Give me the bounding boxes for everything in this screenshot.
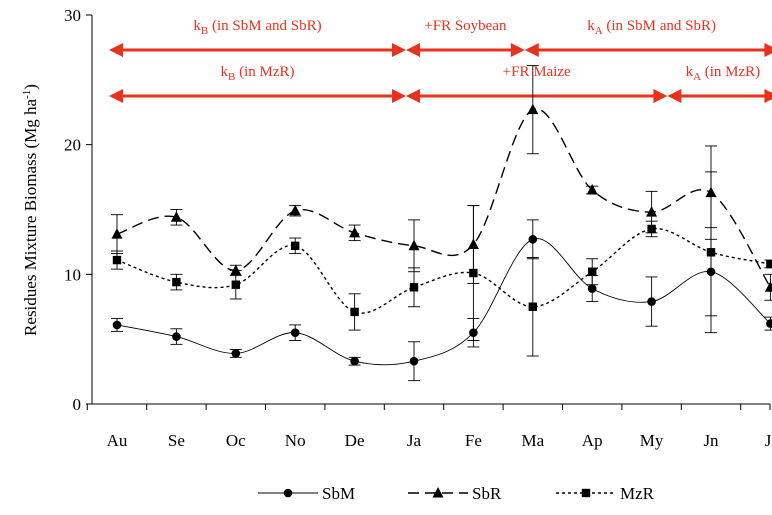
y-tick-label: 20 [64,136,81,155]
legend: SbM SbR MzR [258,484,655,503]
annotation-label: kA (in MzR) [686,64,761,83]
series-line-sbr [116,108,771,288]
series-line-mzr [116,228,771,314]
data-point-sbr [111,228,123,239]
data-point-sbm [587,284,597,293]
data-point-sbr [230,264,242,275]
legend-label: SbR [472,484,502,503]
legend-marker [283,488,293,498]
data-point-sbr [408,239,420,251]
x-tick-label: Se [168,431,185,450]
annotations: kB (in SbM and SbR) +FR Soybean kA (in SbM… [109,18,772,103]
arrowhead-right [764,89,772,103]
annotation-arrow: kA (in SbM and SbR) [524,18,772,57]
annotation-label: kA (in SbM and SbR) [587,18,716,37]
data-point-mzr [291,241,300,251]
x-tick-label: Jl [765,431,772,450]
axes: 0 10 20 30 Au Se Oc No De Ja Fe Ma Ap My Jn Jl Residues … [21,6,772,450]
x-tick-label: Fe [465,431,482,450]
data-point-mzr [112,255,122,265]
arrowhead-left [667,89,682,103]
legend-label: MzR [620,484,655,503]
arrowhead-left [406,43,420,57]
x-tick-label: Ma [521,431,544,450]
y-axis-label: Residues Mixture Biomass (Mg ha-1) [21,84,40,336]
annotation-arrow: +FR Soybean [406,18,525,57]
annotation-label: +FR Maize [503,64,571,80]
legend-item-sbm: SbM [258,484,355,503]
data-point-mzr [469,268,478,278]
data-point-sbm [290,328,300,337]
data-point-sbr [349,226,361,238]
annotation-label: kB (in SbM and SbR) [193,18,321,37]
data-point-mzr [172,277,181,287]
y-tick-label: 30 [64,6,81,25]
x-tick-label: Ap [582,431,603,450]
arrowhead-right [392,89,406,103]
y-tick-label: 0 [73,395,82,414]
series-sbm [111,219,772,382]
annotation-label: +FR Soybean [424,18,507,34]
legend-marker [581,488,591,498]
data-point-sbm [112,320,122,330]
x-tick-label: My [640,431,664,450]
x-tick-label: Jn [703,431,719,450]
data-point-sbr [170,211,182,222]
data-point-mzr [350,307,359,317]
x-tick-label: Oc [226,431,246,450]
data-point-sbm [350,356,359,366]
data-point-sbm [766,319,772,328]
annotation-label: kB (in MzR) [220,64,294,83]
legend-marker [432,487,444,498]
data-point-sbr [527,103,539,115]
arrowhead-left [109,43,123,57]
data-point-mzr [528,302,537,311]
data-point-sbr [646,206,658,217]
arrowhead-right [764,43,772,57]
legend-item-mzr: MzR [556,484,655,503]
legend-label: SbM [322,484,355,503]
data-point-mzr [706,248,716,257]
x-tick-label: Au [107,431,128,450]
data-point-sbr [764,281,772,292]
x-tick-label: Ja [407,431,422,450]
x-tick-label: No [285,431,306,450]
x-tick-label: De [345,431,365,450]
data-point-sbm [172,332,181,341]
data-point-mzr [409,283,419,292]
data-point-mzr [766,259,772,269]
arrowhead-left [524,43,539,57]
data-point-mzr [588,267,597,276]
data-point-sbm [647,297,656,306]
data-point-sbr [586,184,598,195]
arrowhead-right [392,43,406,57]
legend-item-sbr: SbR [408,484,502,503]
data-point-sbm [528,235,538,244]
data-point-mzr [231,280,240,289]
data-point-sbm [409,356,419,366]
data-point-sbr [289,204,301,216]
arrowhead-right [653,89,668,103]
annotation-arrow: kA (in MzR) [667,64,772,103]
arrowhead-left [406,89,420,103]
series-mzr [111,171,772,357]
series-group [111,65,772,382]
arrowhead-left [109,89,123,103]
annotation-arrow: kB (in SbM and SbR) [109,18,406,57]
annotation-arrow: kB (in MzR) [109,64,406,103]
arrowhead-right [510,43,525,57]
data-point-sbm [231,349,241,358]
annotation-arrow: +FR Maize [406,64,668,103]
y-tick-label: 10 [64,265,81,284]
series-sbr [111,65,772,301]
data-point-mzr [647,224,656,234]
